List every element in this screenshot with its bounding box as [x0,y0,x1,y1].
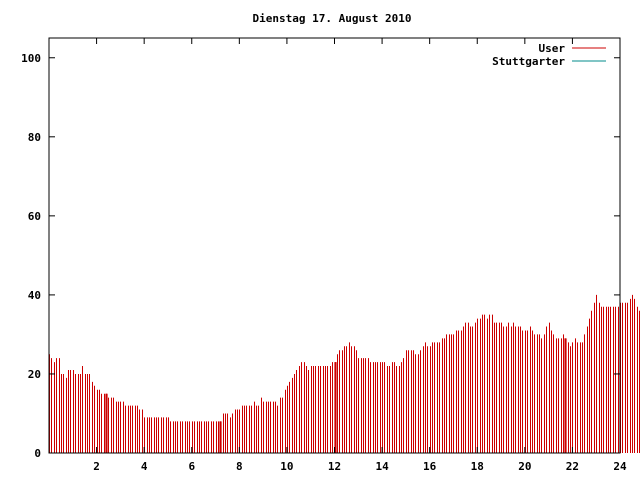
x-tick-label: 14 [375,460,389,473]
y-tick-label: 80 [28,131,41,144]
x-tick-label: 24 [613,460,627,473]
bars-group [49,294,640,453]
x-tick-label: 16 [423,460,437,473]
x-tick-label: 2 [93,460,100,473]
legend: User Stuttgarter [492,42,606,68]
x-axis: 2 4 6 8 10 12 14 16 18 20 22 24 [93,38,627,473]
x-tick-label: 18 [471,460,484,473]
y-tick-label: 60 [28,210,41,223]
y-tick-label: 0 [34,447,41,460]
x-tick-label: 22 [566,460,579,473]
y-tick-label: 20 [28,368,41,381]
y-axis: 0 20 40 60 80 100 [21,52,620,460]
legend-label-stuttgarter: Stuttgarter [492,55,565,68]
x-tick-label: 6 [188,460,195,473]
x-tick-label: 4 [141,460,148,473]
x-tick-label: 20 [518,460,531,473]
x-tick-label: 12 [328,460,341,473]
x-tick-label: 10 [280,460,293,473]
y-tick-label: 40 [28,289,41,302]
legend-label-user: User [539,42,566,55]
chart-title: Dienstag 17. August 2010 [253,12,412,25]
x-tick-label: 8 [236,460,243,473]
y-tick-label: 100 [21,52,41,65]
